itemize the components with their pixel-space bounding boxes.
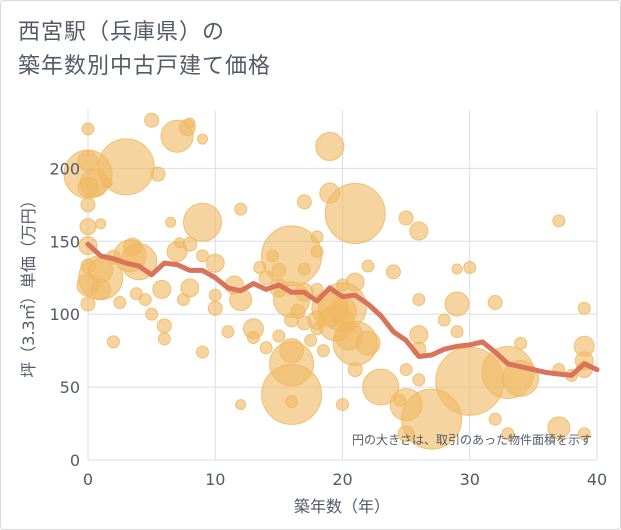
data-bubble bbox=[196, 249, 210, 263]
data-bubble bbox=[152, 279, 172, 299]
data-bubble bbox=[196, 345, 210, 359]
data-bubble bbox=[552, 214, 566, 228]
title-line-2: 築年数別中古戸建て価格 bbox=[18, 54, 272, 79]
data-bubble bbox=[259, 341, 273, 355]
data-bubble bbox=[182, 236, 198, 252]
data-bubble bbox=[156, 318, 172, 334]
data-bubble bbox=[547, 416, 571, 440]
data-bubble bbox=[183, 202, 223, 242]
data-bubble bbox=[437, 313, 451, 327]
x-tick-label: 40 bbox=[587, 470, 607, 489]
data-bubble bbox=[157, 332, 171, 346]
data-bubble bbox=[290, 303, 306, 319]
data-bubble bbox=[197, 133, 209, 145]
data-bubble bbox=[205, 253, 225, 273]
data-bubble bbox=[336, 398, 349, 412]
data-bubble bbox=[106, 335, 120, 349]
y-tick-label: 0 bbox=[70, 451, 80, 470]
axis-ticks: 0 10 20 30 40 0 50 100 150 200 bbox=[49, 159, 607, 489]
data-bubble bbox=[487, 295, 503, 310]
data-bubble bbox=[577, 427, 591, 441]
data-bubble bbox=[501, 427, 515, 441]
size-note: 円の大きさは、取引のあった物件面積を示す bbox=[352, 432, 592, 447]
bubble-layer bbox=[63, 112, 595, 450]
data-bubble bbox=[165, 216, 177, 228]
data-bubble bbox=[208, 288, 222, 302]
data-bubble bbox=[97, 138, 155, 196]
data-bubble bbox=[361, 259, 375, 273]
y-tick-label: 200 bbox=[49, 159, 80, 178]
data-bubble bbox=[316, 344, 330, 358]
data-bubble bbox=[345, 272, 365, 292]
data-bubble bbox=[355, 330, 381, 356]
trend-line bbox=[85, 241, 600, 378]
data-bubble bbox=[129, 287, 143, 301]
data-bubble bbox=[399, 363, 413, 377]
data-bubble bbox=[297, 262, 311, 276]
x-axis-label: 築年数（年） bbox=[294, 497, 390, 516]
data-bubble bbox=[90, 278, 112, 300]
data-bubble bbox=[362, 368, 400, 406]
y-tick-label: 150 bbox=[49, 232, 80, 251]
data-bubble bbox=[272, 329, 286, 343]
x-tick-label: 10 bbox=[205, 470, 225, 489]
data-bubble bbox=[577, 301, 591, 315]
data-bubble bbox=[180, 278, 200, 298]
data-bubble bbox=[324, 183, 386, 245]
data-bubble bbox=[463, 261, 477, 274]
data-bubble bbox=[409, 325, 429, 345]
data-bubble bbox=[412, 373, 426, 387]
y-axis-label: 坪（3.3㎡）単価（万円） bbox=[19, 192, 38, 377]
data-bubble bbox=[385, 264, 401, 280]
chart-title: 西宮駅（兵庫県）の 築年数別中古戸建て価格 bbox=[18, 16, 271, 84]
data-bubble bbox=[138, 293, 152, 307]
data-bubble bbox=[304, 333, 318, 347]
data-bubble bbox=[315, 131, 345, 161]
data-bubble bbox=[234, 202, 248, 216]
data-bubble bbox=[150, 166, 166, 182]
data-bubble bbox=[398, 210, 414, 226]
y-tick-label: 100 bbox=[49, 305, 80, 324]
data-bubble bbox=[221, 325, 235, 339]
x-tick-label: 20 bbox=[332, 470, 352, 489]
data-bubble bbox=[184, 117, 196, 129]
data-bubble bbox=[113, 296, 127, 309]
data-bubble bbox=[261, 363, 323, 425]
data-bubble bbox=[235, 399, 247, 411]
data-bubble bbox=[514, 336, 528, 350]
data-bubble bbox=[207, 300, 223, 316]
data-bubble bbox=[412, 293, 426, 307]
data-bubble bbox=[310, 244, 324, 258]
data-bubble bbox=[95, 218, 107, 230]
y-tick-label: 50 bbox=[60, 378, 80, 397]
data-bubble bbox=[80, 296, 96, 312]
data-bubble bbox=[285, 395, 299, 409]
data-bubble bbox=[347, 362, 363, 378]
title-line-1: 西宮駅（兵庫県）の bbox=[18, 20, 226, 45]
x-tick-label: 0 bbox=[83, 470, 93, 489]
data-bubble bbox=[310, 230, 324, 244]
data-bubble bbox=[451, 263, 463, 275]
data-bubble bbox=[246, 331, 260, 344]
data-bubble bbox=[488, 412, 502, 426]
data-bubble bbox=[145, 307, 159, 321]
x-tick-label: 30 bbox=[460, 470, 480, 489]
data-bubble bbox=[444, 291, 470, 317]
data-bubble bbox=[296, 194, 312, 210]
data-bubble bbox=[81, 122, 95, 136]
data-bubble bbox=[80, 197, 96, 213]
data-bubble bbox=[450, 325, 464, 339]
data-bubble bbox=[409, 221, 429, 241]
data-bubble bbox=[79, 218, 97, 236]
data-bubble bbox=[144, 112, 160, 128]
